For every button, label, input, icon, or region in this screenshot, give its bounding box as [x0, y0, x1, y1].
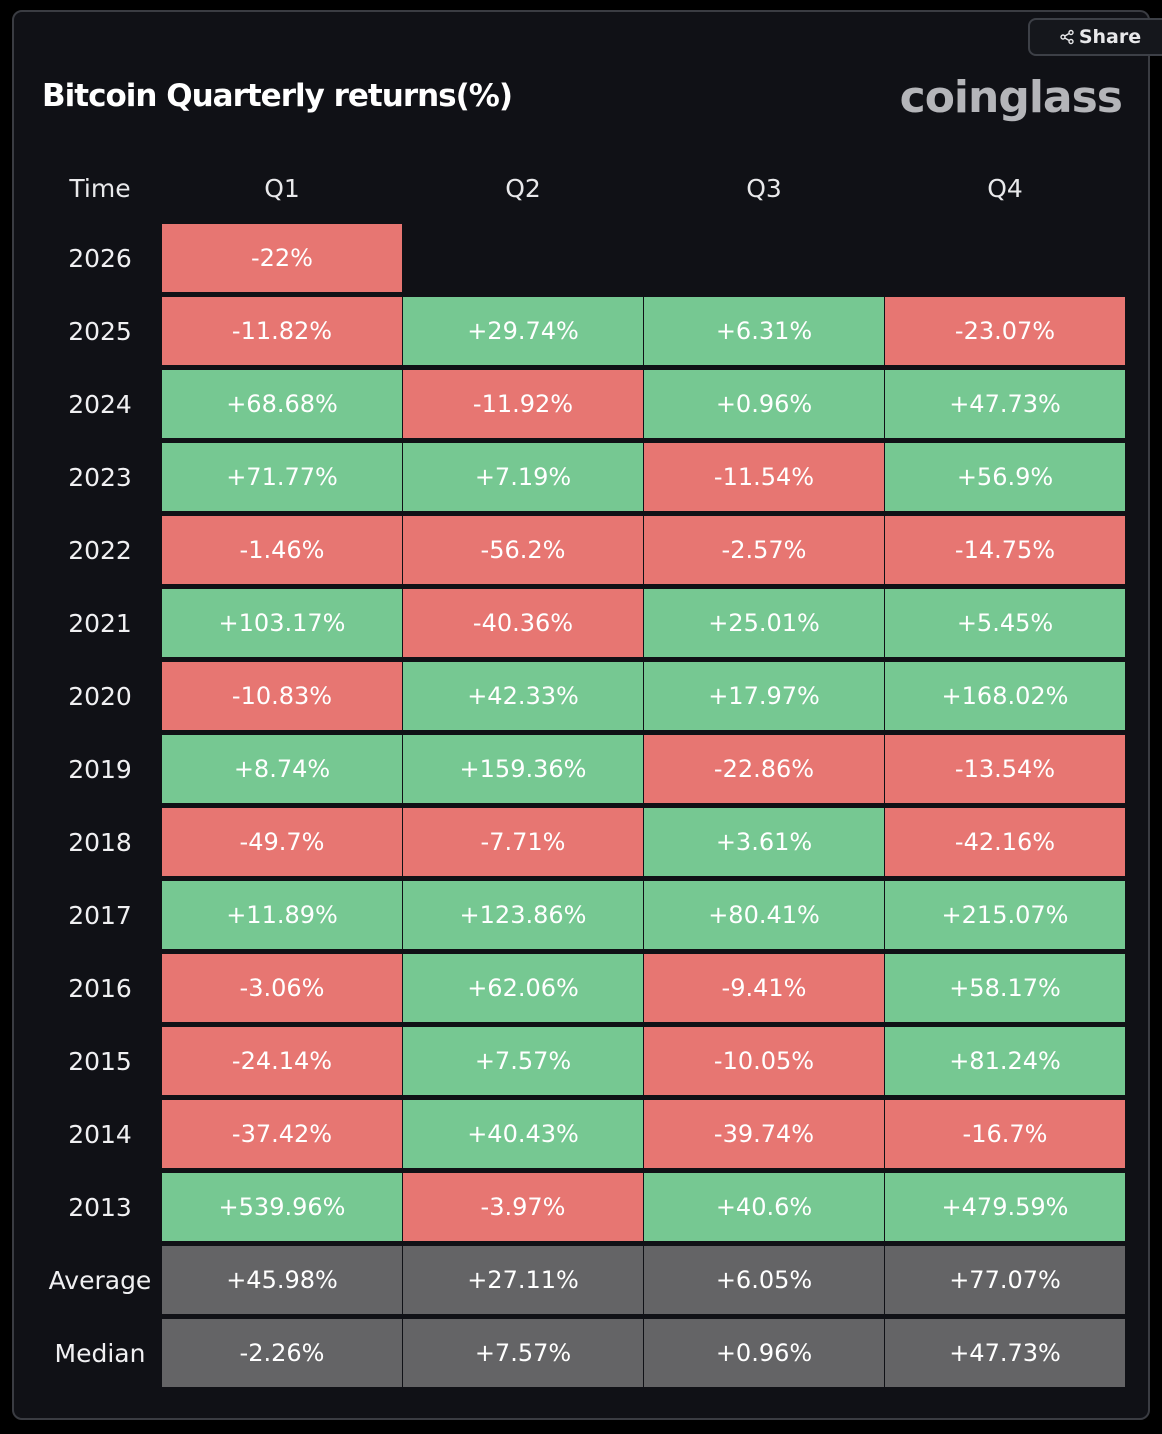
share-button[interactable]: Share: [1028, 18, 1162, 56]
return-cell: -11.82%: [162, 297, 402, 365]
return-cell: +47.73%: [885, 370, 1125, 438]
return-cell: -56.2%: [403, 516, 643, 584]
return-cell: +40.43%: [403, 1100, 643, 1168]
returns-card: Share Bitcoin Quarterly returns(%) coing…: [12, 10, 1162, 1420]
share-icon: [1060, 29, 1074, 45]
return-cell: -42.16%: [885, 808, 1125, 876]
row-label: 2017: [68, 900, 132, 930]
return-cell: -14.75%: [885, 516, 1125, 584]
return-cell: -23.07%: [885, 297, 1125, 365]
return-cell: +159.36%: [403, 735, 643, 803]
return-cell: +42.33%: [403, 662, 643, 730]
returns-table: Time Q1 Q2 Q3 Q4 2026 -22% 2025 -11.82% +29.74% +6…: [14, 12, 1148, 1418]
return-cell: +29.74%: [403, 297, 643, 365]
return-cell: +0.96%: [644, 1319, 884, 1387]
return-cell: +45.98%: [162, 1246, 402, 1314]
column-header-q1: Q1: [264, 173, 300, 203]
row-label: 2018: [68, 827, 132, 857]
return-cell: +215.07%: [885, 881, 1125, 949]
row-label: 2016: [68, 973, 132, 1003]
return-cell: +168.02%: [885, 662, 1125, 730]
return-cell: +11.89%: [162, 881, 402, 949]
row-label: 2019: [68, 754, 132, 784]
return-cell: -37.42%: [162, 1100, 402, 1168]
return-cell: +8.74%: [162, 735, 402, 803]
return-cell: +25.01%: [644, 589, 884, 657]
return-cell: -1.46%: [162, 516, 402, 584]
return-cell: +6.05%: [644, 1246, 884, 1314]
return-cell: +3.61%: [644, 808, 884, 876]
return-cell: +62.06%: [403, 954, 643, 1022]
return-cell: +539.96%: [162, 1173, 402, 1241]
row-label: 2014: [68, 1119, 132, 1149]
return-cell: +68.68%: [162, 370, 402, 438]
return-cell: -7.71%: [403, 808, 643, 876]
return-cell: +80.41%: [644, 881, 884, 949]
return-cell: -40.36%: [403, 589, 643, 657]
return-cell: -13.54%: [885, 735, 1125, 803]
return-cell: +71.77%: [162, 443, 402, 511]
row-label: 2021: [68, 608, 132, 638]
chart-title: Bitcoin Quarterly returns(%): [42, 78, 513, 114]
return-cell: -49.7%: [162, 808, 402, 876]
return-cell: +7.57%: [403, 1319, 643, 1387]
row-label: 2013: [68, 1192, 132, 1222]
return-cell: -10.05%: [644, 1027, 884, 1095]
return-cell: -11.54%: [644, 443, 884, 511]
row-label: 2024: [68, 389, 132, 419]
return-cell: +103.17%: [162, 589, 402, 657]
return-cell: +56.9%: [885, 443, 1125, 511]
return-cell: -3.97%: [403, 1173, 643, 1241]
row-label: 2026: [68, 243, 132, 273]
row-label: 2025: [68, 316, 132, 346]
return-cell: -2.26%: [162, 1319, 402, 1387]
share-label: Share: [1078, 26, 1142, 48]
return-cell: -22%: [162, 224, 402, 292]
return-cell: +27.11%: [403, 1246, 643, 1314]
coinglass-logo: coinglass: [899, 72, 1123, 123]
row-label: Median: [54, 1338, 146, 1368]
return-cell: -16.7%: [885, 1100, 1125, 1168]
return-cell: -11.92%: [403, 370, 643, 438]
return-cell: +6.31%: [644, 297, 884, 365]
return-cell: +123.86%: [403, 881, 643, 949]
column-header-q3: Q3: [746, 173, 782, 203]
row-label: Average: [48, 1265, 152, 1295]
return-cell: -9.41%: [644, 954, 884, 1022]
return-cell: +81.24%: [885, 1027, 1125, 1095]
return-cell: +479.59%: [885, 1173, 1125, 1241]
column-header-time: Time: [69, 173, 131, 203]
return-cell: -22.86%: [644, 735, 884, 803]
return-cell: +7.57%: [403, 1027, 643, 1095]
return-cell: -10.83%: [162, 662, 402, 730]
return-cell: +7.19%: [403, 443, 643, 511]
column-header-q4: Q4: [987, 173, 1023, 203]
row-label: 2015: [68, 1046, 132, 1076]
row-label: 2020: [68, 681, 132, 711]
return-cell: -2.57%: [644, 516, 884, 584]
return-cell: -24.14%: [162, 1027, 402, 1095]
return-cell: +5.45%: [885, 589, 1125, 657]
column-header-q2: Q2: [505, 173, 541, 203]
row-label: 2022: [68, 535, 132, 565]
return-cell: +0.96%: [644, 370, 884, 438]
return-cell: +47.73%: [885, 1319, 1125, 1387]
return-cell: -3.06%: [162, 954, 402, 1022]
row-label: 2023: [68, 462, 132, 492]
return-cell: +17.97%: [644, 662, 884, 730]
return-cell: +58.17%: [885, 954, 1125, 1022]
return-cell: +77.07%: [885, 1246, 1125, 1314]
return-cell: +40.6%: [644, 1173, 884, 1241]
return-cell: -39.74%: [644, 1100, 884, 1168]
